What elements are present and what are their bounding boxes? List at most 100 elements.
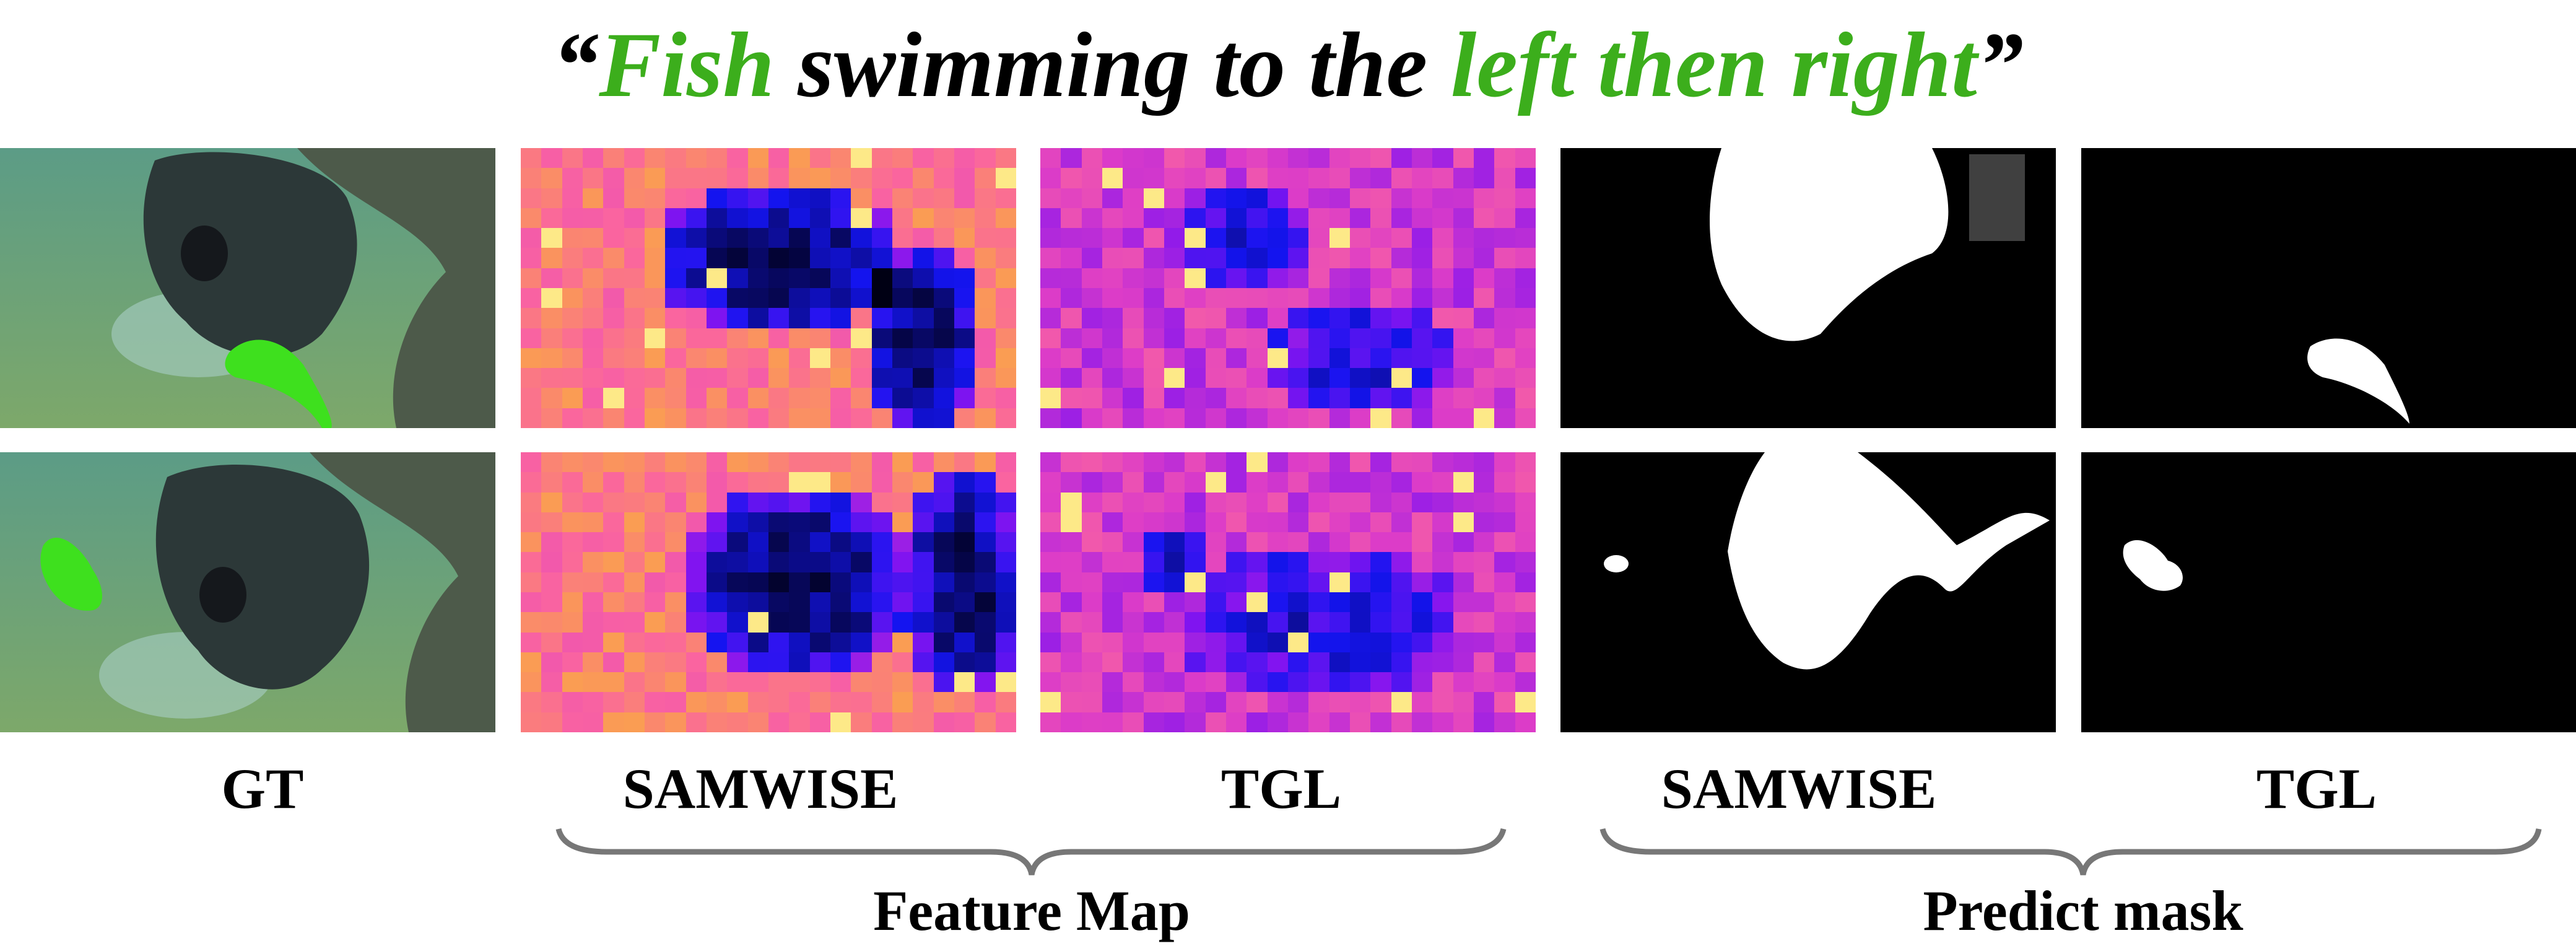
heatmap-cell <box>1494 452 1515 473</box>
heatmap-cell <box>747 492 768 512</box>
heatmap-cell <box>1267 692 1288 712</box>
heatmap-cell <box>1515 652 1536 673</box>
heatmap-cell <box>809 348 830 369</box>
heatmap-cell <box>954 308 975 328</box>
heatmap-cell <box>1349 208 1371 229</box>
heatmap-cell <box>1102 228 1123 248</box>
label-samwise-mask: SAMWISE <box>1661 757 1937 820</box>
heatmap-cell <box>644 308 666 328</box>
heatmap-cell <box>1515 532 1536 553</box>
heatmap-cell <box>541 188 562 208</box>
heatmap-cell <box>851 632 872 652</box>
heatmap-cell <box>541 248 562 268</box>
heatmap-cell <box>1494 572 1515 592</box>
heatmap-cell <box>1432 672 1453 693</box>
heatmap-cell <box>830 368 851 388</box>
heatmap-cell <box>1473 572 1495 592</box>
heatmap-cell <box>809 388 830 408</box>
heatmap-cell <box>747 287 768 309</box>
heatmap-cell <box>1287 328 1309 348</box>
heatmap-cell <box>954 268 975 288</box>
heatmap-cell <box>727 472 748 493</box>
heatmap-cell <box>706 472 728 493</box>
heatmap-cell <box>1453 672 1474 693</box>
heatmap-cell <box>1143 452 1164 473</box>
heatmap-cell <box>1349 512 1371 533</box>
heatmap-cell <box>1287 632 1309 652</box>
heatmap-cell <box>830 652 851 673</box>
heatmap-cell <box>665 287 686 309</box>
heatmap-cell <box>1225 552 1247 572</box>
heatmap-cell <box>1370 368 1391 388</box>
heatmap-cell <box>789 592 810 613</box>
heatmap-cell <box>1040 592 1061 613</box>
heatmap-cell <box>1247 208 1268 229</box>
heatmap-cell <box>521 512 542 533</box>
heatmap-cell <box>1494 368 1515 388</box>
heatmap-cell <box>1185 268 1206 288</box>
heatmap-cell <box>541 408 562 428</box>
heatmap-cell <box>1225 268 1247 288</box>
heatmap-cell <box>685 388 707 408</box>
heatmap-cell <box>1391 492 1412 512</box>
heatmap-cell <box>1225 592 1247 613</box>
heatmap-cell <box>521 168 542 188</box>
label-tgl-feature: TGL <box>1221 757 1342 820</box>
heatmap-cell <box>1308 692 1329 712</box>
heatmap-cell <box>1143 552 1164 572</box>
heatmap-cell <box>1308 388 1329 408</box>
heatmap-cell <box>521 188 542 208</box>
heatmap-cell <box>665 612 686 633</box>
heatmap-cell <box>603 208 624 229</box>
heatmap-cell <box>1185 228 1206 248</box>
heatmap-cell <box>603 348 624 369</box>
heatmap-cell <box>851 672 872 693</box>
heatmap-cell <box>624 168 645 188</box>
heatmap-cell <box>1061 148 1082 169</box>
heatmap-cell <box>685 188 707 208</box>
heatmap-cell <box>809 592 830 613</box>
heatmap-cell <box>830 612 851 633</box>
heatmap-cell <box>913 228 934 248</box>
heatmap-cell <box>521 712 542 732</box>
heatmap-cell <box>851 492 872 512</box>
heatmap-cell <box>706 148 728 169</box>
heatmap-cell <box>727 672 748 693</box>
heatmap-cell <box>1247 552 1268 572</box>
heatmap-cell <box>644 692 666 712</box>
heatmap-cell <box>582 492 604 512</box>
heatmap-cell <box>933 692 954 712</box>
heatmap-cell <box>1453 612 1474 633</box>
heatmap-cell <box>871 692 892 712</box>
heatmap-cell <box>747 188 768 208</box>
heatmap-cell <box>541 492 562 512</box>
heatmap-cell <box>1102 188 1123 208</box>
heatmap-cell <box>541 348 562 369</box>
heatmap-cell <box>768 248 790 268</box>
heatmap-cell <box>727 388 748 408</box>
heatmap-cell <box>727 248 748 268</box>
heatmap-cell <box>1123 632 1144 652</box>
heatmap-cell <box>747 228 768 248</box>
heatmap-cell <box>851 712 872 732</box>
heatmap-cell <box>809 672 830 693</box>
heatmap-cell <box>541 168 562 188</box>
heatmap-cell <box>1225 652 1247 673</box>
heatmap-cell <box>1308 368 1329 388</box>
group-label-feature-map: Feature Map <box>873 879 1190 942</box>
heatmap-cell <box>665 492 686 512</box>
heatmap-cell <box>1061 168 1082 188</box>
heatmap-cell <box>747 612 768 633</box>
heatmap-cell <box>933 552 954 572</box>
heatmap-cell <box>1205 148 1226 169</box>
heatmap-cell <box>644 328 666 348</box>
heatmap-cell <box>727 712 748 732</box>
heatmap-cell <box>644 148 666 169</box>
heatmap-cell <box>521 592 542 613</box>
heatmap-cell <box>871 712 892 732</box>
heatmap-cell <box>1411 672 1433 693</box>
heatmap-cell <box>1267 348 1288 369</box>
heatmap-cell <box>1164 612 1185 633</box>
heatmap-cell <box>933 472 954 493</box>
heatmap-cell <box>624 672 645 693</box>
